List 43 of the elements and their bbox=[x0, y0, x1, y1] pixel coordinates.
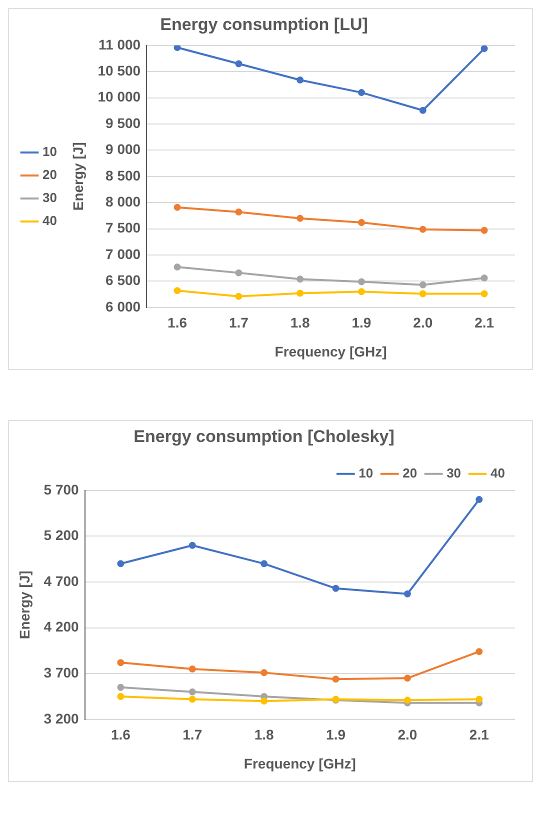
y-tick-label: 3 700 bbox=[44, 664, 80, 680]
x-axis-title: Frequency [GHz] bbox=[274, 343, 387, 360]
x-tick-label: 1.9 bbox=[352, 314, 372, 331]
y-axis-title: Energy [J] bbox=[16, 570, 32, 640]
chart-title: Energy consumption [LU] bbox=[160, 14, 368, 34]
legend-label: 40 bbox=[490, 465, 506, 480]
x-tick-label: 1.6 bbox=[168, 314, 188, 331]
legend-label: 30 bbox=[42, 190, 57, 206]
y-tick-label: 4 700 bbox=[44, 572, 80, 589]
x-tick-label: 1.7 bbox=[182, 726, 202, 743]
y-tick-label: 3 200 bbox=[44, 710, 80, 726]
x-tick-label: 1.8 bbox=[254, 726, 274, 743]
legend-label: 10 bbox=[42, 144, 57, 160]
y-tick-label: 5 700 bbox=[44, 481, 80, 498]
x-tick-label: 1.7 bbox=[228, 314, 249, 331]
legend-label: 40 bbox=[42, 213, 57, 228]
y-tick-label: 8 500 bbox=[106, 167, 141, 184]
y-tick-label: 5 200 bbox=[44, 527, 80, 544]
y-tick-label: 10 000 bbox=[98, 88, 141, 105]
chart-title: Energy consumption [Cholesky] bbox=[134, 426, 394, 446]
x-tick-label: 2.1 bbox=[469, 726, 490, 743]
y-tick-label: 4 200 bbox=[44, 618, 80, 635]
y-tick-label: 9 000 bbox=[106, 141, 141, 158]
x-axis-title: Frequency [GHz] bbox=[244, 755, 356, 772]
x-tick-label: 2.0 bbox=[413, 314, 433, 331]
x-tick-label: 1.8 bbox=[290, 314, 310, 331]
y-tick-label: 6 500 bbox=[106, 272, 141, 288]
y-tick-label: 6 000 bbox=[106, 298, 141, 314]
y-tick-label: 9 500 bbox=[106, 114, 141, 131]
x-tick-label: 1.9 bbox=[326, 726, 346, 743]
x-tick-label: 1.6 bbox=[110, 726, 131, 743]
legend-label: 20 bbox=[42, 167, 57, 182]
y-tick-label: 10 500 bbox=[98, 62, 141, 78]
legend-label: 20 bbox=[402, 465, 418, 480]
y-tick-label: 8 000 bbox=[106, 193, 141, 210]
y-tick-label: 7 500 bbox=[106, 220, 141, 236]
x-tick-label: 2.1 bbox=[474, 314, 494, 331]
y-tick-label: 11 000 bbox=[98, 36, 141, 52]
legend-label: 30 bbox=[446, 465, 462, 480]
y-tick-label: 7 000 bbox=[106, 246, 141, 262]
y-axis-title: Energy [J] bbox=[70, 142, 86, 211]
legend-label: 10 bbox=[358, 465, 374, 480]
x-tick-label: 2.0 bbox=[398, 726, 418, 743]
